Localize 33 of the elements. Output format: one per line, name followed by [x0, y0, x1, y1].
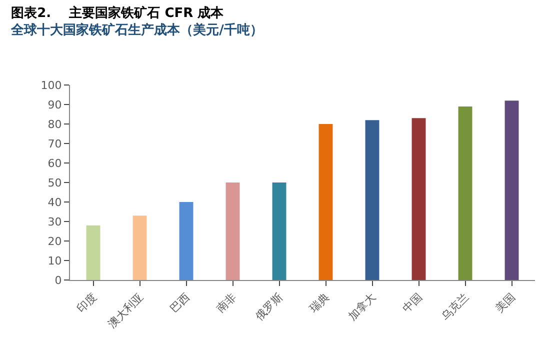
x-tick-label: 印度 [74, 290, 100, 316]
y-tick-label: 80 [48, 118, 62, 131]
chart-subtitle: 全球十大国家铁矿石生产成本（美元/千吨） [10, 22, 263, 38]
y-tick-label: 60 [48, 156, 62, 170]
x-tick-label: 加拿大 [346, 290, 378, 324]
y-tick-label: 100 [40, 78, 62, 92]
x-tick-label: 美国 [493, 290, 518, 316]
y-tick-label: 20 [48, 234, 62, 248]
bar [272, 182, 286, 280]
y-tick-label: 0 [54, 274, 62, 287]
x-tick-label: 俄罗斯 [252, 290, 286, 324]
bar [458, 106, 472, 280]
x-tick-label: 乌克兰 [438, 290, 472, 324]
chart-title: 图表2. 主要国家铁矿石 CFR 成本 [11, 5, 225, 22]
x-tick-label: 中国 [400, 290, 425, 316]
bar [365, 120, 380, 280]
x-tick-label: 瑞典 [307, 290, 332, 316]
x-tick-label: 巴西 [168, 290, 192, 316]
y-tick-label: 40 [48, 196, 62, 209]
y-tick-label: 70 [48, 137, 62, 150]
y-tick-label: 90 [48, 98, 62, 112]
bar [318, 124, 333, 280]
bar [179, 202, 194, 280]
x-tick-label: 南非 [214, 290, 239, 316]
bar [412, 118, 426, 280]
y-tick-label: 10 [48, 254, 62, 268]
bar [132, 216, 147, 280]
bar [504, 100, 519, 280]
x-tick-label: 澳大利亚 [105, 290, 146, 331]
y-tick-label: 30 [48, 215, 62, 228]
y-tick-label: 50 [48, 176, 62, 190]
bar [226, 182, 240, 280]
bar [86, 225, 100, 280]
